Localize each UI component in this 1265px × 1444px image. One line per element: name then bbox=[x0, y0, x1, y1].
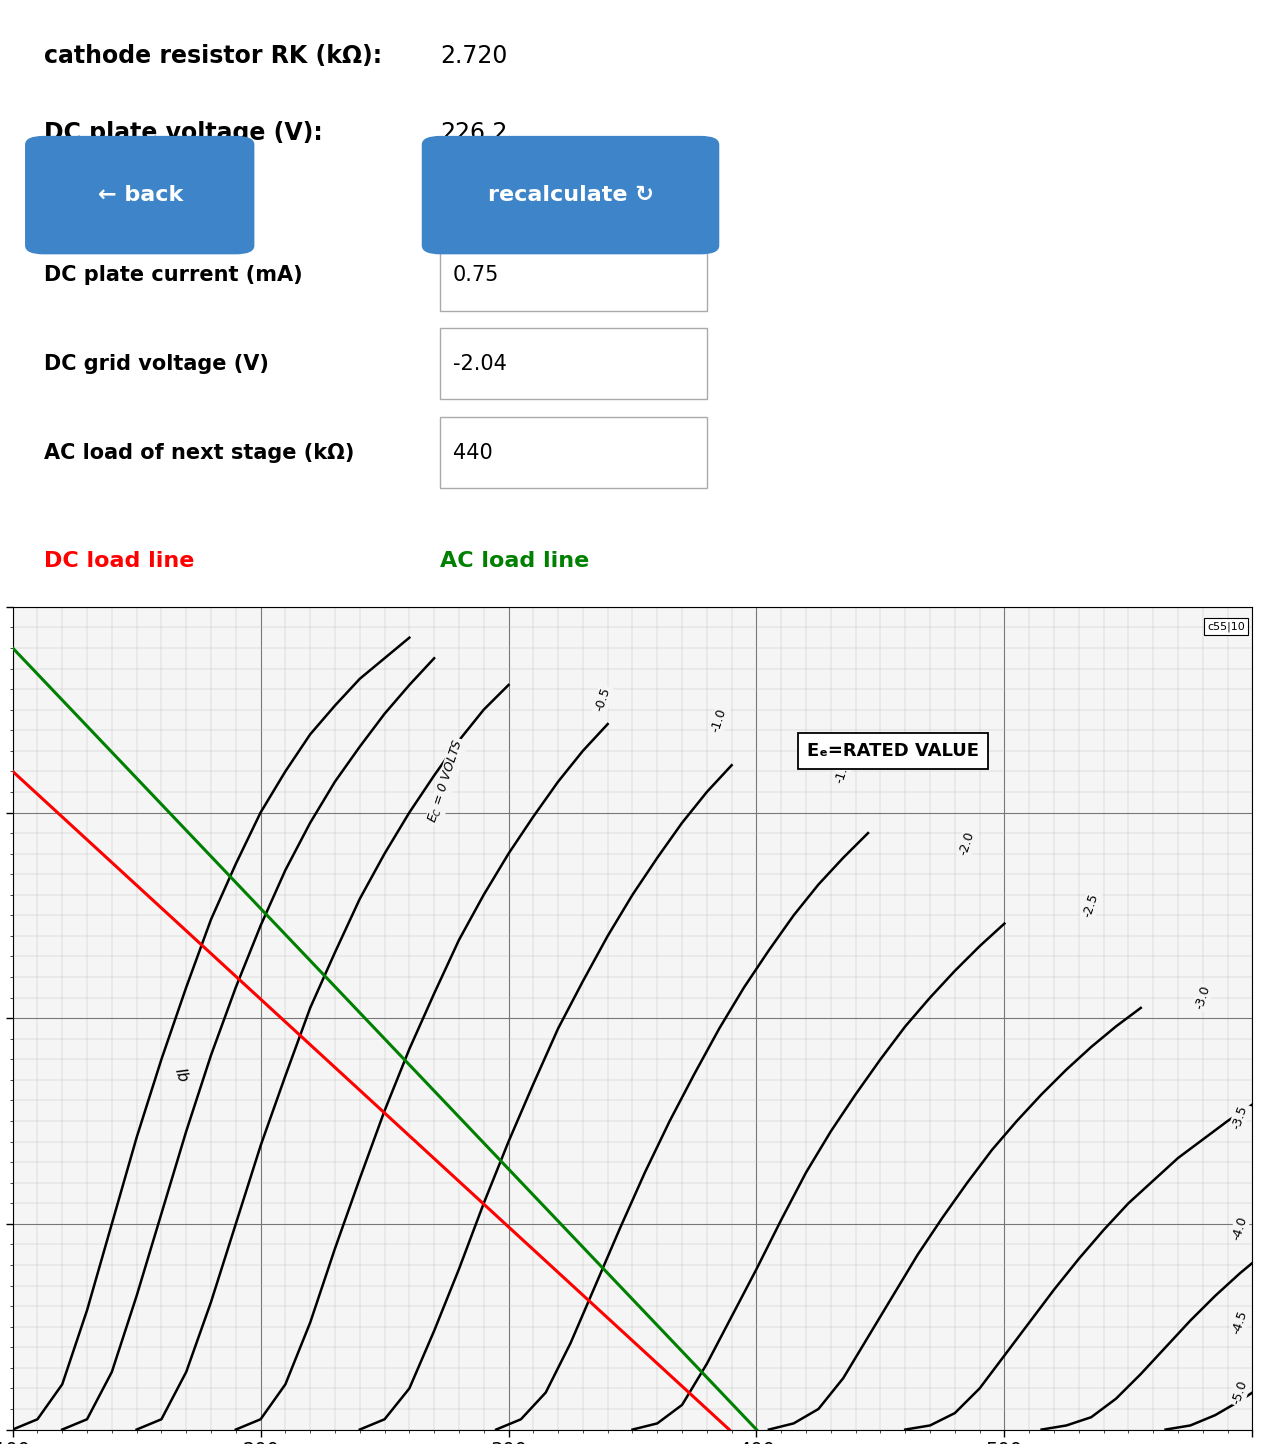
Text: -1.0: -1.0 bbox=[710, 706, 729, 734]
Text: AC load of next stage (kΩ): AC load of next stage (kΩ) bbox=[43, 443, 354, 462]
FancyBboxPatch shape bbox=[421, 136, 720, 254]
Text: $E_C$ = 0 VOLTS: $E_C$ = 0 VOLTS bbox=[426, 738, 467, 826]
Text: 0.75: 0.75 bbox=[453, 266, 500, 284]
FancyBboxPatch shape bbox=[25, 136, 254, 254]
Text: -5.0: -5.0 bbox=[1230, 1379, 1250, 1406]
Text: 2.720: 2.720 bbox=[440, 45, 507, 68]
Text: -2.0: -2.0 bbox=[958, 830, 977, 856]
Bar bbox=[440, 240, 707, 310]
Text: -4.0: -4.0 bbox=[1230, 1214, 1250, 1242]
Text: -2.5: -2.5 bbox=[1082, 891, 1101, 918]
Bar bbox=[440, 417, 707, 488]
Text: -3.0: -3.0 bbox=[1193, 983, 1213, 1011]
Text: 440: 440 bbox=[453, 443, 492, 462]
Bar bbox=[440, 328, 707, 400]
Text: -0.5: -0.5 bbox=[593, 686, 612, 713]
Text: -4.5: -4.5 bbox=[1230, 1310, 1250, 1336]
Text: c55|10: c55|10 bbox=[1207, 621, 1245, 631]
Text: 226.2: 226.2 bbox=[440, 121, 507, 144]
Text: Eₑ=RATED VALUE: Eₑ=RATED VALUE bbox=[807, 742, 979, 760]
Text: DC load line: DC load line bbox=[43, 552, 194, 572]
Text: -2.04: -2.04 bbox=[453, 354, 506, 374]
Text: -3.5: -3.5 bbox=[1230, 1103, 1250, 1131]
Text: AC load line: AC load line bbox=[440, 552, 589, 572]
Text: recalculate ↻: recalculate ↻ bbox=[487, 185, 654, 205]
Text: ← back: ← back bbox=[97, 185, 183, 205]
Text: DC plate voltage (V):: DC plate voltage (V): bbox=[43, 121, 323, 144]
Text: -1.5: -1.5 bbox=[834, 758, 853, 786]
Text: DC grid voltage (V): DC grid voltage (V) bbox=[43, 354, 268, 374]
Text: cathode resistor RK (kΩ):: cathode resistor RK (kΩ): bbox=[43, 45, 382, 68]
Text: DC plate current (mA): DC plate current (mA) bbox=[43, 266, 302, 284]
Text: Ib: Ib bbox=[172, 1067, 191, 1084]
